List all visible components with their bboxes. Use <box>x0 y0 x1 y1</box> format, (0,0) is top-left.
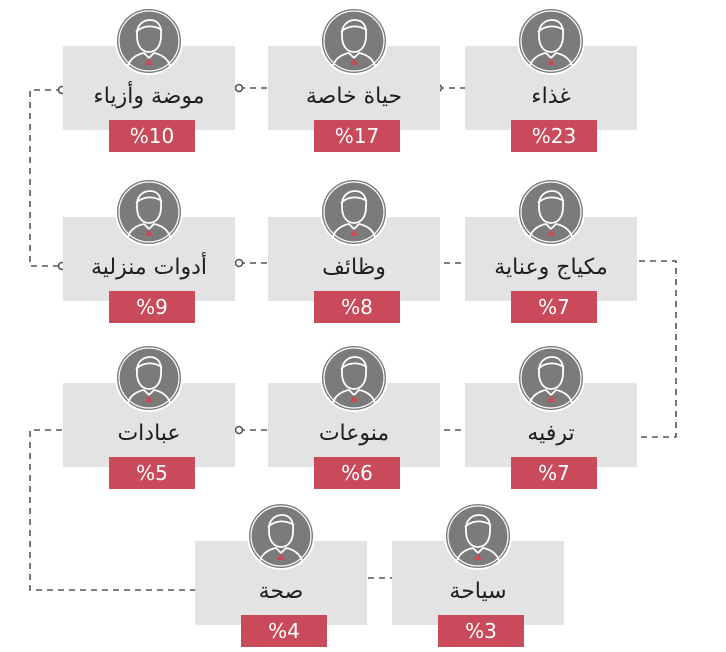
person-avatar-icon <box>320 7 388 75</box>
percentage-badge-fashion: %10 <box>109 120 195 152</box>
person-avatar-icon <box>517 7 585 75</box>
percentage-badge-worship: %5 <box>109 457 195 489</box>
category-label: موضة وأزياء <box>93 84 205 109</box>
category-label: حياة خاصة <box>305 84 403 109</box>
percentage-badge-misc: %6 <box>314 457 400 489</box>
category-label: أدوات منزلية <box>90 255 208 280</box>
percentage-badge-tourism: %3 <box>438 615 524 647</box>
category-label: ترفيه <box>527 421 575 446</box>
category-card-tourism: سياحة <box>392 541 564 625</box>
category-label: منوعات <box>318 421 390 446</box>
person-avatar-icon <box>115 178 183 246</box>
person-avatar-icon <box>115 7 183 75</box>
percentage-badge-household: %9 <box>109 291 195 323</box>
category-label: عبادات <box>117 421 181 446</box>
person-avatar-icon <box>247 502 315 570</box>
category-label: غذاء <box>531 84 571 109</box>
category-card-makeup: مكياج وعناية <box>465 217 637 301</box>
person-avatar-icon <box>115 344 183 412</box>
person-avatar-icon <box>444 502 512 570</box>
category-label: مكياج وعناية <box>494 255 608 280</box>
percentage-badge-jobs: %8 <box>314 291 400 323</box>
category-card-household: أدوات منزلية <box>63 217 235 301</box>
person-avatar-icon <box>517 344 585 412</box>
percentage-badge-health: %4 <box>241 615 327 647</box>
person-avatar-icon <box>320 178 388 246</box>
category-label: وظائف <box>322 255 386 280</box>
percentage-badge-private: %17 <box>314 120 400 152</box>
category-label: صحة <box>258 579 304 604</box>
person-avatar-icon <box>517 178 585 246</box>
percentage-badge-food: %23 <box>511 120 597 152</box>
person-avatar-icon <box>320 344 388 412</box>
category-label: سياحة <box>449 579 507 604</box>
percentage-badge-makeup: %7 <box>511 291 597 323</box>
percentage-badge-entertain: %7 <box>511 457 597 489</box>
